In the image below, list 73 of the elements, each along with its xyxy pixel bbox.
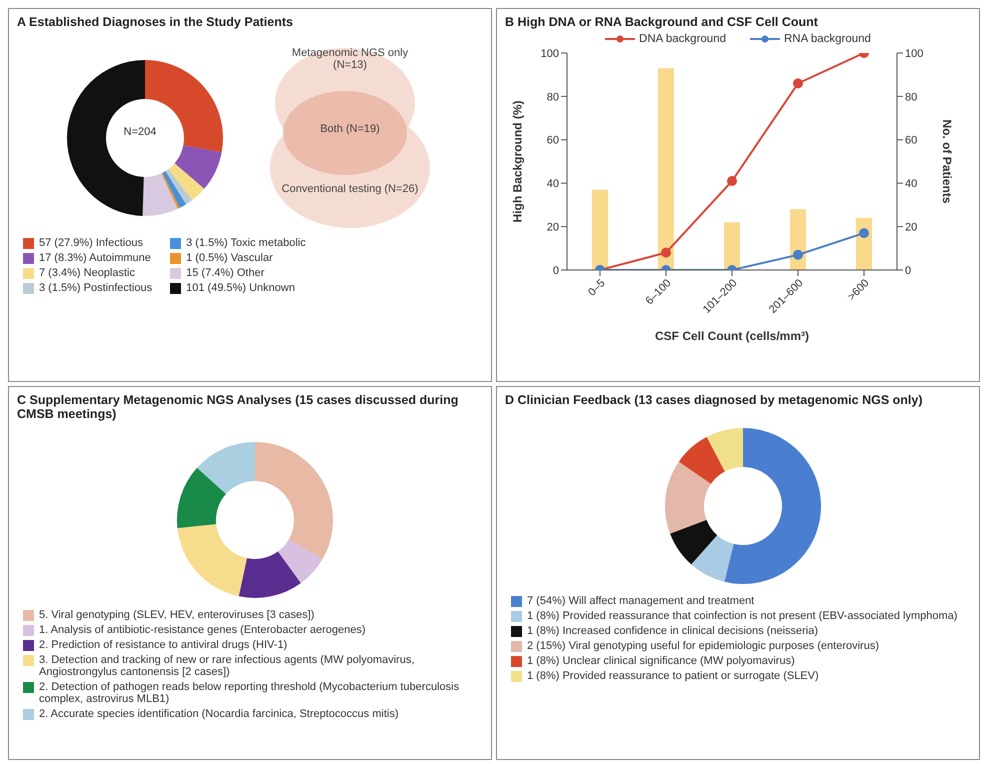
y2-axis-title: No. of Patients xyxy=(940,119,954,204)
bar xyxy=(658,68,674,270)
legend-label: 1 (8%) Unclear clinical significance (MW polyomavirus) xyxy=(527,655,795,667)
legend-label: 3. Detection and tracking of new or rare infectious agents (MW polyomavirus, Angiostrongylus cantonensis [2 cases]) xyxy=(39,654,416,678)
donut-slice xyxy=(177,524,247,596)
legend-label: RNA background xyxy=(783,33,871,45)
point xyxy=(661,248,671,258)
y2-tick-label: 60 xyxy=(905,134,918,147)
text: N=204 xyxy=(122,126,158,138)
y-tick-label: 80 xyxy=(546,91,559,104)
y-tick-label: 20 xyxy=(546,222,559,234)
point xyxy=(859,228,869,238)
donut-slice xyxy=(670,520,718,564)
donut-slice xyxy=(238,552,301,598)
legend-label: 3 (1.5%) Toxic metabolic xyxy=(186,237,306,249)
legend-label: 57 (27.9%) Infectious xyxy=(39,237,143,249)
legend-label: 3 (1.5%) Postinfectious xyxy=(39,282,152,294)
chart-title: B High DNA or RNA Background and CSF Cell Count xyxy=(505,15,819,29)
donut-slice xyxy=(166,169,192,204)
legend-label: 7 (3.4%) Neoplastic xyxy=(39,267,135,279)
legend-label: 7 (54%) Will affect management and treatment xyxy=(527,595,754,607)
donut-slice xyxy=(142,173,178,216)
bar xyxy=(856,218,872,270)
donut-slice xyxy=(177,468,226,528)
y-tick-label: 60 xyxy=(546,134,559,147)
point xyxy=(727,176,737,186)
legend-label: 1 (8%) Increased confidence in clinical decisions (neisseria) xyxy=(527,625,818,637)
legend-label: DNA background xyxy=(638,33,726,45)
donut-slice xyxy=(724,428,821,584)
y2-tick-label: 40 xyxy=(905,178,918,190)
y2-tick-label: 100 xyxy=(905,48,924,60)
legend-label: 1 (8%) Provided reassurance that coinfection is not present (EBV-associated lymphoma) xyxy=(527,610,958,622)
donut-slice xyxy=(665,462,711,534)
legend-label: 1. Analysis of antibiotic-resistance genes (Enterobacter aerogenes) xyxy=(39,624,366,636)
bar xyxy=(790,209,806,270)
text: D Clinician Feedback (13 cases diagnosed by metagenomic NGS only) xyxy=(505,393,924,407)
donut-slice xyxy=(691,535,734,582)
point xyxy=(793,250,803,260)
chart-title: A Established Diagnoses in the Study Patients xyxy=(17,15,294,29)
text: Conventional testing (N=26) xyxy=(280,183,420,195)
legend-label: 15 (7.4%) Other xyxy=(186,267,264,279)
text: Both (N=19) xyxy=(319,123,381,135)
bar xyxy=(592,190,608,270)
y2-tick-label: 80 xyxy=(905,91,918,104)
y-tick-label: 40 xyxy=(546,178,559,190)
text: Metagenomic NGS only (N=13) xyxy=(290,47,410,71)
y2-tick-label: 0 xyxy=(905,264,912,277)
legend-label: 17 (8.3%) Autoimmune xyxy=(39,252,151,264)
legend-label: 2. Detection of pathogen reads below reporting threshold (Mycobacterium tuberculosis complex, astrovirus MLB1) xyxy=(39,681,460,705)
donut-slice xyxy=(162,171,186,208)
y-axis-title: High Background (%) xyxy=(510,100,524,222)
donut-slice xyxy=(278,540,323,584)
donut-slice xyxy=(255,442,333,559)
legend-label: 5. Viral genotyping (SLEV, HEV, enteroviruses [3 cases]) xyxy=(39,609,314,621)
y-tick-label: 100 xyxy=(540,48,559,60)
legend-label: 2. Accurate species identification (Nocardia farcinica, Streptococcus mitis) xyxy=(39,708,398,720)
legend-label: 1 (8%) Provided reassurance to patient or surrogate (SLEV) xyxy=(527,670,819,682)
bar xyxy=(724,222,740,270)
legend-label: 2. Prediction of resistance to antiviral drugs (HIV-1) xyxy=(39,639,288,651)
donut-slice xyxy=(168,163,204,200)
donut-slice xyxy=(197,442,255,494)
donut-slice xyxy=(706,428,743,472)
y-tick-label: 0 xyxy=(552,264,559,277)
legend-label: 2 (15%) Viral genotyping useful for epidemiologic purposes (enterovirus) xyxy=(527,640,879,652)
donut-slice xyxy=(678,436,725,484)
x-axis-title: CSF Cell Count (cells/mm³) xyxy=(654,329,810,343)
donut-slice xyxy=(174,145,222,189)
text: C Supplementary Metagenomic NGS Analyses (15 cases discussed during CMSB meetings) xyxy=(17,393,460,421)
legend-label: 1 (0.5%) Vascular xyxy=(186,252,273,264)
donut-slice xyxy=(161,172,180,209)
legend-label: 101 (49.5%) Unknown xyxy=(186,282,295,294)
y2-tick-label: 20 xyxy=(905,222,918,234)
x-tick-label: 0–5 xyxy=(586,277,608,299)
